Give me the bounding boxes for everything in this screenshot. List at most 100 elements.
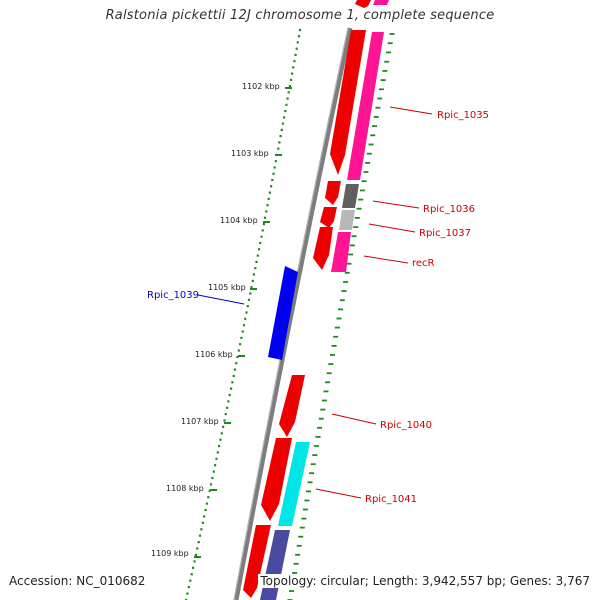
outer-scale-dash xyxy=(298,535,304,538)
gene-recr-arrow[interactable] xyxy=(313,227,333,270)
inner-scale-dot xyxy=(218,444,221,448)
inner-scale-dot xyxy=(204,508,207,512)
label-rpic-1035[interactable]: Rpic_1035 xyxy=(437,110,489,121)
gene-rpic-1036-arrow[interactable] xyxy=(325,181,341,205)
kbp-tick xyxy=(224,422,231,424)
inner-scale-dot xyxy=(194,553,197,556)
cds-rpic-1034-bar[interactable] xyxy=(373,0,389,5)
inner-scale-dot xyxy=(268,191,271,194)
inner-scale-dot xyxy=(214,464,217,467)
cds-rpic-1041-bar[interactable] xyxy=(278,442,310,526)
inner-scale-dot xyxy=(271,178,274,182)
outer-scale-dash xyxy=(328,363,334,365)
inner-scale-dot xyxy=(187,586,190,589)
inner-scale-dot xyxy=(252,273,256,276)
gene-rpic-1037-arrow[interactable] xyxy=(320,207,337,228)
outer-scale-dash xyxy=(351,235,357,238)
outer-scale-dash xyxy=(338,308,344,311)
outer-scale-dash xyxy=(330,354,335,356)
outer-scale-dash xyxy=(295,553,301,556)
gene-rpic-1041-arrow[interactable] xyxy=(261,438,292,521)
inner-scale-dot xyxy=(280,128,283,131)
outer-scale-dash xyxy=(333,335,339,338)
inner-scale-dot xyxy=(211,476,214,480)
kbp-label: 1106 kbp xyxy=(195,350,233,359)
label-rpic-1039[interactable]: Rpic_1039 xyxy=(147,290,199,301)
inner-scale-dot xyxy=(236,355,239,358)
outer-scale-dash xyxy=(380,79,386,81)
outer-scale-dash xyxy=(336,317,342,320)
kbp-tick xyxy=(285,87,292,89)
inner-scale-dot xyxy=(286,97,289,100)
outer-scale-dash xyxy=(346,262,352,265)
inner-scale-dot xyxy=(267,197,270,200)
inner-scale-dot xyxy=(235,362,238,365)
outer-scale-dash xyxy=(349,244,355,247)
outer-scale-dash xyxy=(384,60,390,63)
kbp-tick xyxy=(238,355,245,357)
gene-rpic-1034-arrow[interactable] xyxy=(355,0,371,8)
inner-scale-dot xyxy=(287,91,290,94)
cds-rpic-1036-bar[interactable] xyxy=(342,184,359,208)
inner-scale-dot xyxy=(186,592,189,595)
outer-scale-dash xyxy=(289,590,294,592)
label-rpic-1040[interactable]: Rpic_1040 xyxy=(380,420,432,431)
outer-scale-dash xyxy=(368,143,374,146)
inner-scale-dot xyxy=(250,286,253,289)
inner-scale-dot xyxy=(237,349,240,352)
inner-scale-dot xyxy=(283,116,286,119)
inner-scale-dot xyxy=(189,579,192,582)
inner-scale-dot xyxy=(240,336,243,339)
cds-rpic-1037-bar[interactable] xyxy=(339,210,355,230)
outer-scale-dash xyxy=(373,116,379,118)
inner-scale-dot xyxy=(228,393,231,397)
gene-rpic-1040-arrow[interactable] xyxy=(279,375,305,437)
inner-scale-dot xyxy=(190,573,193,576)
inner-scale-dot xyxy=(256,254,259,257)
gene-next-arrow[interactable] xyxy=(243,525,271,598)
accession-text: Accession: NC_010682 xyxy=(9,574,146,588)
inner-scale-dot xyxy=(279,135,282,138)
inner-scale-dot xyxy=(289,78,293,81)
inner-scale-dot xyxy=(247,298,251,301)
kbp-label: 1107 kbp xyxy=(181,417,219,426)
kbp-label: 1109 kbp xyxy=(151,549,189,558)
inner-scale-dot xyxy=(274,160,277,163)
outer-scale-dash xyxy=(377,97,383,100)
inner-scale-dot xyxy=(208,489,211,492)
label-rpic-1041[interactable]: Rpic_1041 xyxy=(365,494,417,505)
leader-rpic-1041 xyxy=(315,488,362,499)
cds-recr-bar[interactable] xyxy=(331,232,351,272)
inner-scale-dot xyxy=(246,305,249,308)
forward-genes xyxy=(243,0,371,598)
outer-scale-dash xyxy=(309,472,315,475)
inner-scale-dot xyxy=(230,387,233,390)
gene-rpic-1039-arrow[interactable] xyxy=(268,266,298,360)
outer-scale-dash xyxy=(307,481,313,484)
outer-scale-dash xyxy=(356,207,362,210)
inner-scale-dot xyxy=(296,41,299,44)
inner-scale-dot xyxy=(197,541,200,544)
outer-scale-dash xyxy=(313,445,319,447)
inner-scale-dot xyxy=(266,204,269,207)
label-rpic-1036[interactable]: Rpic_1036 xyxy=(423,204,475,215)
inner-scale-dot xyxy=(260,235,263,238)
gene-rpic-1035-arrow[interactable] xyxy=(330,30,366,175)
outer-scale-dash xyxy=(387,42,393,45)
inner-scale-dot xyxy=(224,413,227,416)
outer-scale-dash xyxy=(348,253,354,256)
inner-scale-dot xyxy=(285,103,288,106)
outer-scale-dash xyxy=(354,217,360,219)
label-recr[interactable]: recR xyxy=(412,258,435,269)
inner-scale-dot xyxy=(298,28,302,32)
inner-scale-dot xyxy=(249,292,252,295)
inner-scale-dot xyxy=(265,210,268,213)
inner-scale-dot xyxy=(184,598,188,600)
kbp-tick xyxy=(250,288,257,290)
label-rpic-1037[interactable]: Rpic_1037 xyxy=(419,228,471,239)
cds-rpic-1035-bar[interactable] xyxy=(347,32,384,180)
outer-scale-dash xyxy=(299,526,305,529)
inner-scale-dot xyxy=(200,528,203,531)
outer-scale-dash xyxy=(320,408,326,411)
